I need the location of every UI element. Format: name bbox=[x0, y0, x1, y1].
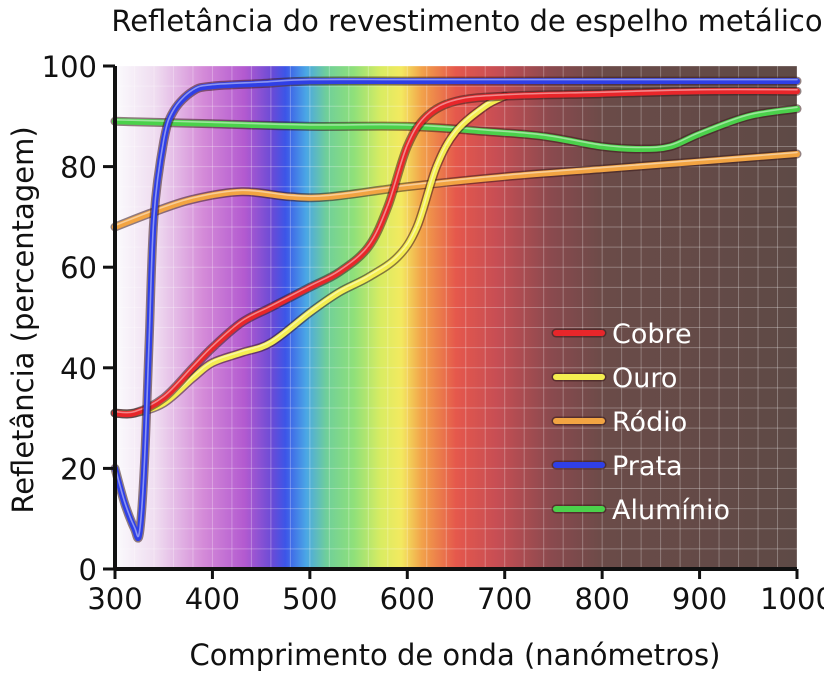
y-axis-label: Refletância (percentagem) bbox=[6, 126, 40, 513]
chart-title: Refletância do revestimento de espelho m… bbox=[111, 4, 822, 38]
series-line-rodio bbox=[112, 151, 800, 230]
series-line-ouro bbox=[112, 93, 508, 417]
y-tick-label: 40 bbox=[60, 352, 97, 386]
series-highlight-prata bbox=[114, 78, 798, 538]
y-tick-label: 20 bbox=[60, 452, 97, 486]
legend-label-ouro: Ouro bbox=[612, 363, 677, 394]
plot-background bbox=[115, 66, 797, 569]
legend-label-prata: Prata bbox=[612, 451, 683, 482]
legend-label-aluminio: Alumínio bbox=[612, 495, 730, 526]
x-axis-label: Comprimento de onda (nanómetros) bbox=[190, 638, 721, 672]
y-tick-label: 60 bbox=[60, 251, 97, 285]
series-highlight-cobre bbox=[114, 88, 798, 414]
series-line-aluminio bbox=[112, 105, 800, 152]
x-tick-label: 500 bbox=[282, 582, 337, 616]
series-layer bbox=[110, 76, 802, 543]
tick-labels: 0 20 40 60 80 100 300 400 500 600 700 800 900 1000 bbox=[42, 50, 824, 616]
y-tick-label: 80 bbox=[60, 151, 97, 185]
legend-label-rodio: Ródio bbox=[612, 407, 687, 438]
x-tick-label: 600 bbox=[380, 582, 435, 616]
x-tick-label: 800 bbox=[574, 582, 629, 616]
y-tick-label: 100 bbox=[42, 50, 97, 84]
series-highlight-aluminio bbox=[114, 106, 798, 149]
x-tick-label: 700 bbox=[477, 582, 532, 616]
x-tick-label: 400 bbox=[185, 582, 240, 616]
series-line-prata bbox=[112, 77, 800, 541]
series-highlight-rodio bbox=[114, 151, 798, 227]
axes bbox=[103, 64, 799, 579]
legend-label-cobre: Cobre bbox=[612, 319, 692, 350]
x-tick-label: 300 bbox=[87, 582, 142, 616]
x-tick-label: 1000 bbox=[760, 582, 824, 616]
x-tick-label: 900 bbox=[672, 582, 727, 616]
y-tick-label: 0 bbox=[79, 553, 97, 587]
series-line-cobre bbox=[112, 87, 800, 418]
legend: Cobre Ouro Ródio Prata Alumínio bbox=[551, 319, 730, 526]
